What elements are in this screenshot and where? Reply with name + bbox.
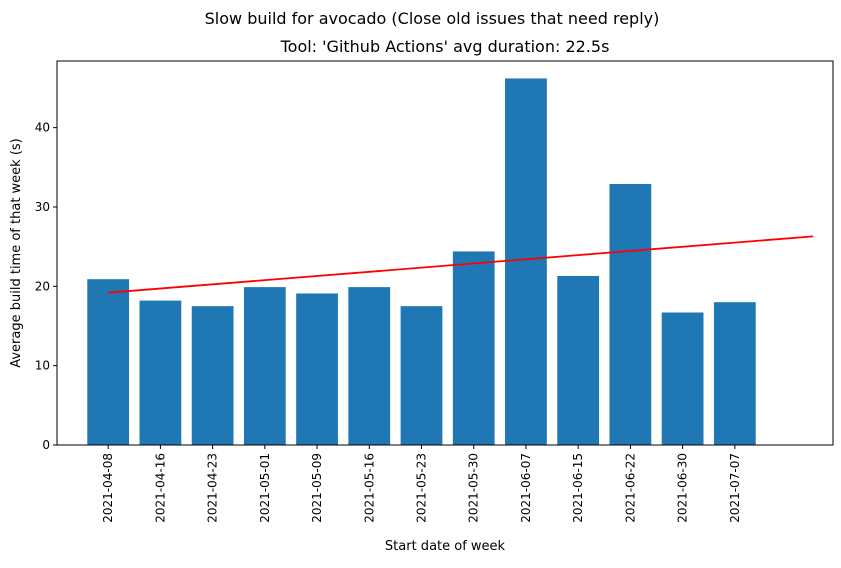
- bar-2021-06-07: [505, 78, 547, 446]
- y-tick-label: 0: [42, 438, 50, 452]
- bar-2021-06-22: [609, 183, 652, 445]
- x-tick-label: 2021-06-15: [571, 453, 585, 523]
- x-tick-label: 2021-05-23: [415, 453, 429, 523]
- x-tick-label: 2021-07-07: [728, 453, 742, 523]
- x-tick-label: 2021-05-16: [362, 453, 376, 523]
- y-tick-label: 40: [35, 121, 50, 135]
- chart-title: Tool: 'Github Actions' avg duration: 22.…: [280, 37, 610, 56]
- x-tick-label: 2021-04-08: [101, 453, 115, 523]
- plot-area: 0 10 20 30 40 2021-04-08 2021-04-16 2021-04-23 2…: [35, 60, 834, 523]
- bar-2021-07-07: [713, 302, 756, 445]
- bar-2021-05-16: [348, 287, 391, 445]
- plot-frame: [56, 60, 834, 446]
- x-tick-label: 2021-04-23: [206, 453, 220, 523]
- bar-2021-05-30: [452, 251, 495, 445]
- bar-2021-04-08: [87, 279, 130, 445]
- bar-2021-05-09: [296, 293, 338, 445]
- x-tick-label: 2021-06-30: [676, 453, 690, 523]
- x-tick-label: 2021-06-07: [519, 453, 533, 523]
- x-tick-label: 2021-05-01: [258, 453, 272, 523]
- y-tick-label: 20: [35, 279, 50, 293]
- y-axis-label: Average build time of that week (s): [9, 138, 24, 368]
- bar-2021-05-01: [243, 287, 286, 445]
- bar-2021-06-30: [661, 312, 704, 445]
- x-axis-label: Start date of week: [385, 539, 506, 554]
- trend-line: [108, 235, 814, 294]
- x-tick-label: 2021-06-22: [623, 453, 637, 523]
- x-tick-label: 2021-05-30: [467, 453, 481, 523]
- bar-2021-05-23: [400, 306, 443, 445]
- bar-2021-04-16: [139, 300, 182, 445]
- x-tick-label: 2021-05-09: [310, 453, 324, 523]
- y-tick-label: 10: [35, 359, 50, 373]
- chart-suptitle: Slow build for avocado (Close old issues…: [205, 9, 660, 28]
- x-tick-label: 2021-04-16: [153, 453, 167, 523]
- y-tick-label: 30: [35, 200, 50, 214]
- bar-2021-04-23: [191, 306, 234, 445]
- bar-2021-06-15: [557, 276, 600, 445]
